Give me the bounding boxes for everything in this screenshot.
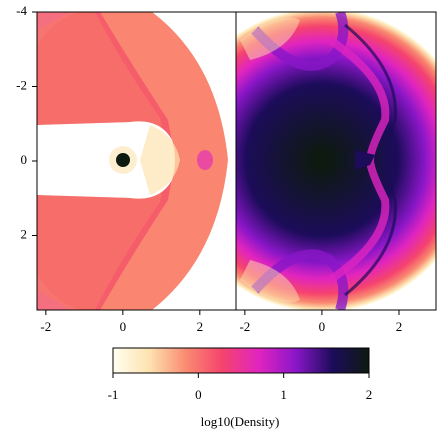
x-tick-label: 0 — [120, 319, 127, 334]
x-tick-label: 0 — [319, 319, 326, 334]
x-tick-label: -2 — [239, 319, 250, 334]
y-tick-label: -4 — [16, 3, 27, 18]
y-tick-label: 2 — [21, 226, 28, 241]
colorbar — [112, 347, 370, 374]
y-tick-label: 0 — [21, 152, 28, 167]
right-panel-image — [236, 12, 436, 310]
y-tick-label: -2 — [16, 77, 27, 92]
x-tick-label: -2 — [40, 319, 51, 334]
colorbar-label: log10(Density) — [201, 414, 280, 429]
colorbar-tick-label: 1 — [280, 387, 287, 402]
colorbar-tick-label: 0 — [195, 387, 202, 402]
x-tick-label: 2 — [396, 319, 403, 334]
colorbar-tick-label: 2 — [366, 387, 373, 402]
x-tick-label: 2 — [197, 319, 204, 334]
left-panel-image — [37, 12, 228, 310]
colorbar-tick-label: -1 — [108, 387, 119, 402]
